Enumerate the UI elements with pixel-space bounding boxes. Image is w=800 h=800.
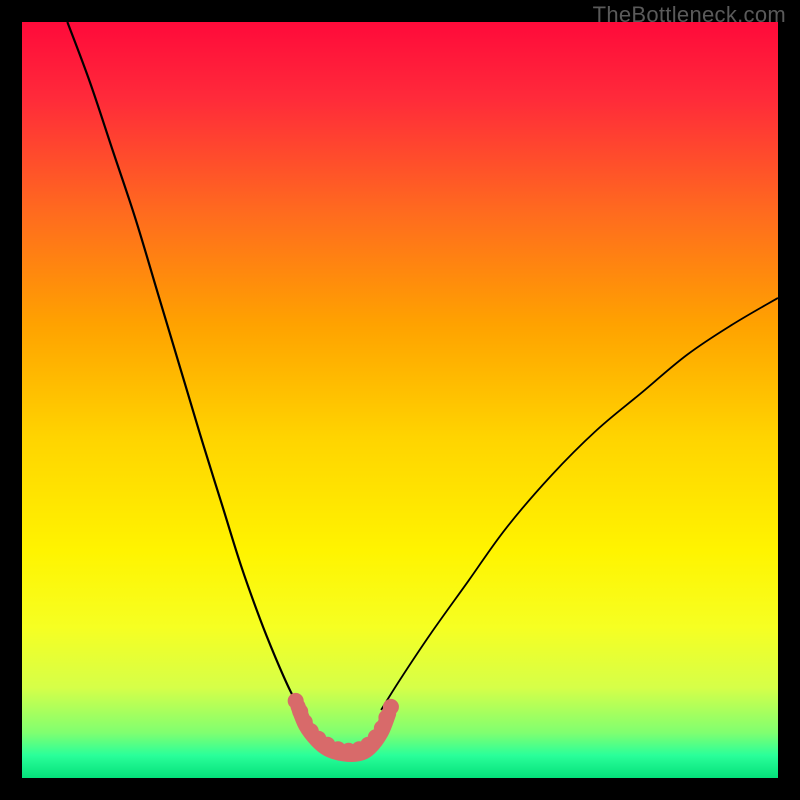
watermark-text: TheBottleneck.com <box>593 2 786 28</box>
bottleneck-curve-chart <box>22 22 778 778</box>
plot-area <box>22 22 778 778</box>
heatmap-gradient-background <box>22 22 778 778</box>
